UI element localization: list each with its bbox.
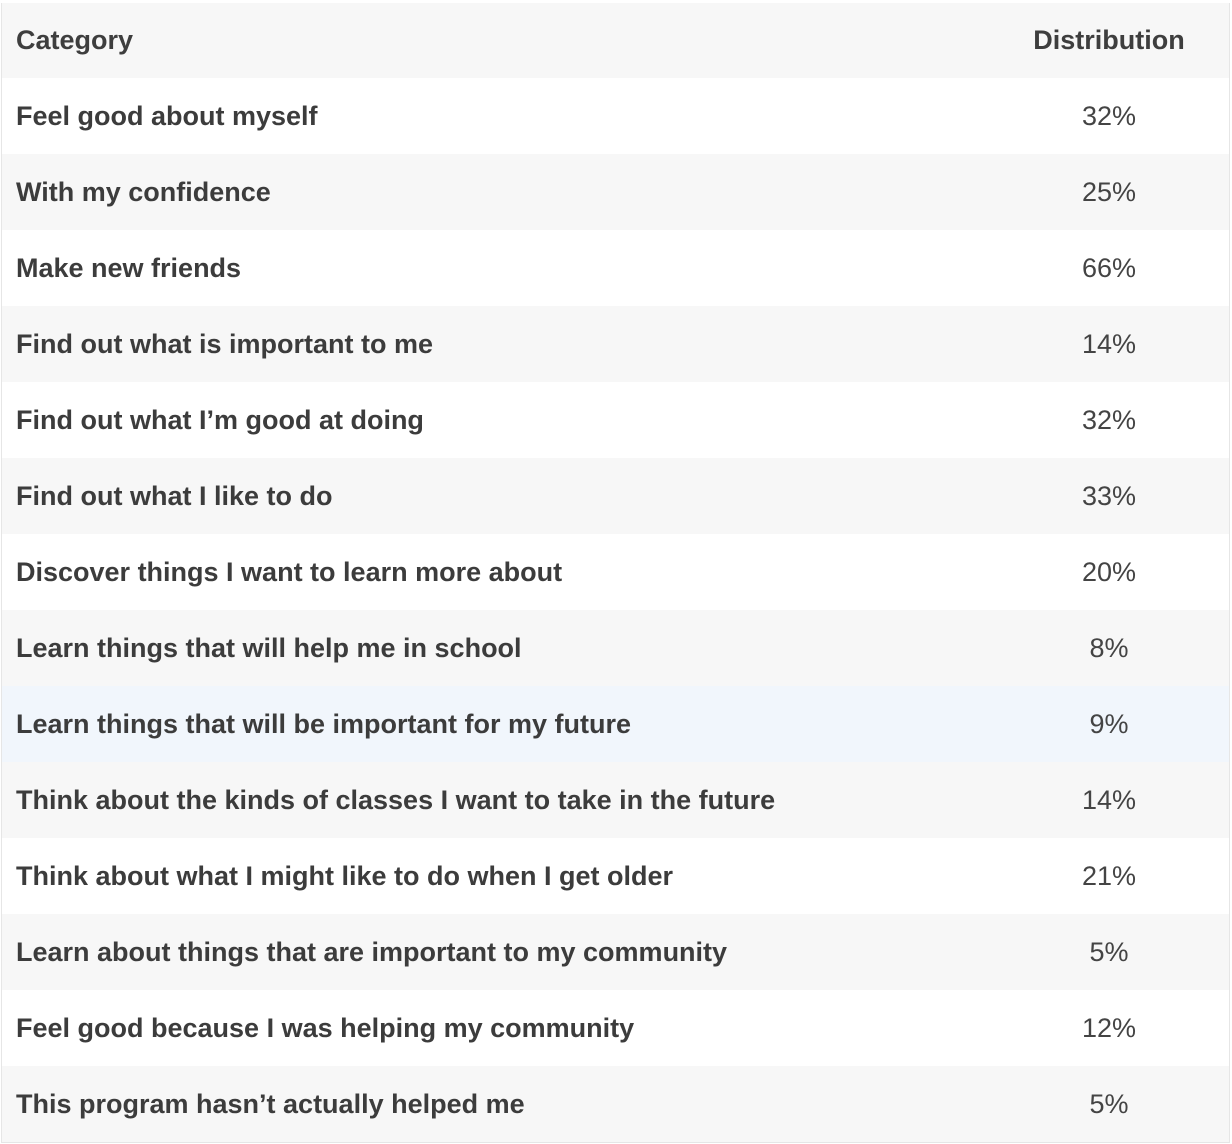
table-row: Find out what I’m good at doing 32% (2, 382, 1229, 458)
category-cell: Make new friends (16, 252, 242, 283)
distribution-cell: 33% (1081, 480, 1137, 511)
category-cell: This program hasn’t actually helped me (16, 1088, 525, 1119)
distribution-cell: 32% (1081, 100, 1137, 131)
table-row: Find out what is important to me 14% (2, 306, 1229, 382)
table-row: Feel good because I was helping my commu… (2, 990, 1229, 1066)
distribution-cell: 32% (1081, 404, 1137, 435)
distribution-cell: 66% (1081, 252, 1137, 283)
distribution-cell: 14% (1081, 784, 1137, 815)
table-row: Feel good about myself 32% (2, 78, 1229, 154)
distribution-cell: 5% (1089, 1088, 1129, 1119)
table-row: Learn things that will help me in school… (2, 610, 1229, 686)
table-row: Learn about things that are important to… (2, 914, 1229, 990)
table-row-hovered: Learn things that will be important for … (2, 686, 1229, 762)
distribution-cell: 14% (1081, 328, 1137, 359)
table-row: Make new friends 66% (2, 230, 1229, 306)
distribution-cell: 5% (1089, 936, 1129, 967)
distribution-cell: 21% (1081, 860, 1137, 891)
category-cell: Feel good about myself (16, 100, 318, 131)
category-cell: Learn things that will help me in school (16, 632, 522, 663)
distribution-cell: 12% (1081, 1012, 1137, 1043)
category-cell: Discover things I want to learn more abo… (16, 556, 563, 587)
category-cell: Feel good because I was helping my commu… (16, 1012, 635, 1043)
distribution-cell: 20% (1081, 556, 1137, 587)
distribution-cell: 8% (1089, 632, 1129, 663)
category-cell: With my confidence (16, 176, 271, 207)
category-cell: Think about what I might like to do when… (16, 860, 674, 891)
column-header-distribution[interactable]: Distribution (1033, 25, 1185, 55)
column-header-category[interactable]: Category (16, 25, 134, 55)
category-cell: Learn things that will be important for … (16, 708, 632, 739)
distribution-cell: 9% (1089, 708, 1129, 739)
category-cell: Find out what I’m good at doing (16, 404, 424, 435)
distribution-table: Category Distribution Feel good about my… (1, 3, 1230, 1143)
table-row: This program hasn’t actually helped me 5… (2, 1066, 1229, 1142)
table-row: Discover things I want to learn more abo… (2, 534, 1229, 610)
category-cell: Think about the kinds of classes I want … (16, 784, 776, 815)
category-cell: Find out what I like to do (16, 480, 333, 511)
distribution-cell: 25% (1081, 176, 1137, 207)
category-cell: Find out what is important to me (16, 328, 433, 359)
table-row: With my confidence 25% (2, 154, 1229, 230)
table-row: Think about what I might like to do when… (2, 838, 1229, 914)
category-cell: Learn about things that are important to… (16, 936, 728, 967)
table-row: Find out what I like to do 33% (2, 458, 1229, 534)
table-row: Think about the kinds of classes I want … (2, 762, 1229, 838)
table-header-row: Category Distribution (2, 3, 1229, 78)
